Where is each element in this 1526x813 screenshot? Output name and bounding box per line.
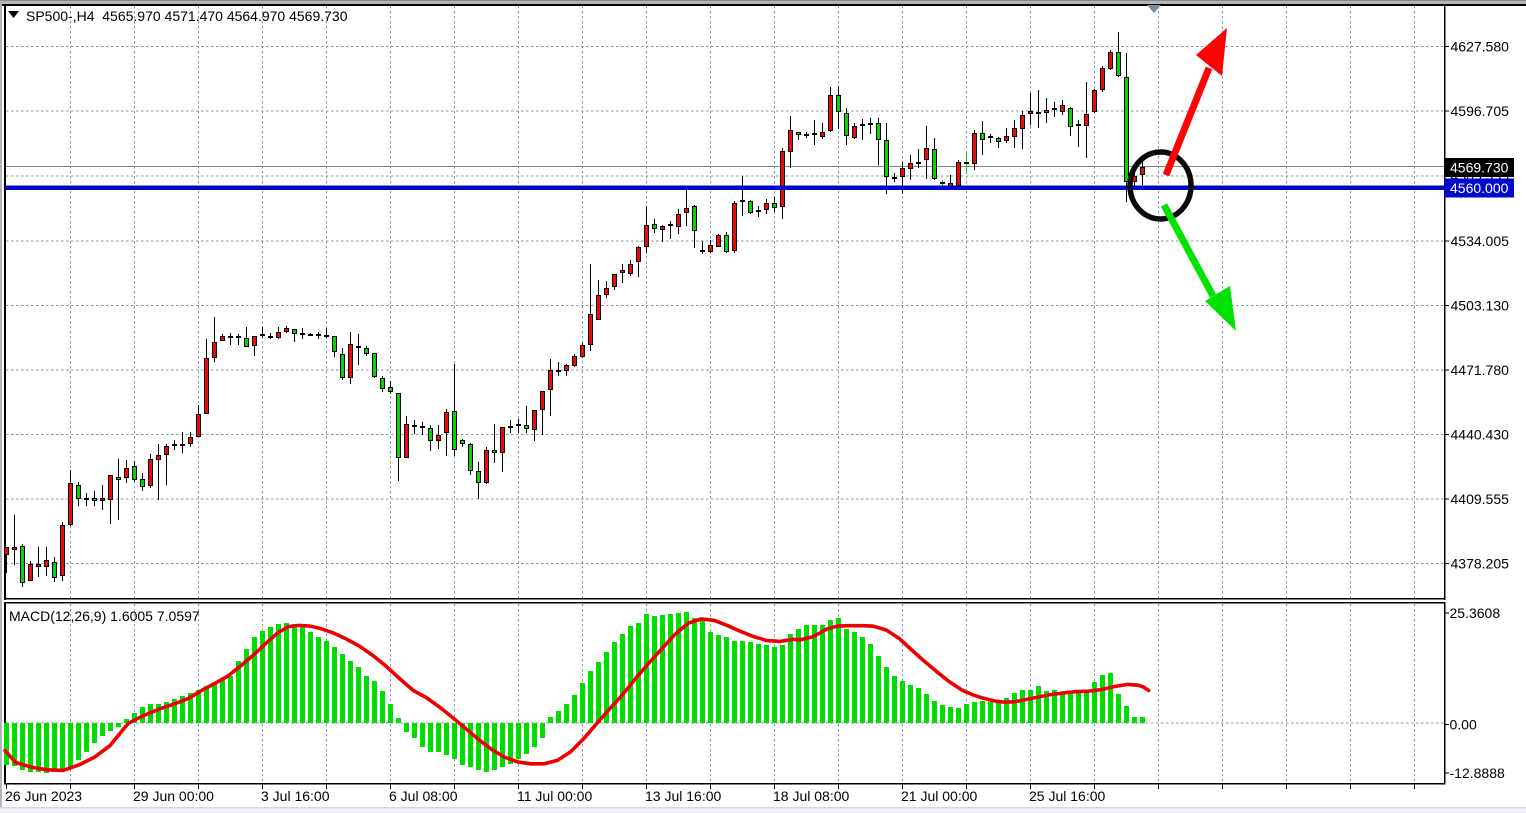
svg-text:4409.555: 4409.555 [1451,491,1510,507]
svg-text:29 Jun 00:00: 29 Jun 00:00 [133,788,214,804]
svg-text:4471.780: 4471.780 [1451,362,1510,378]
svg-text:-12.8888: -12.8888 [1450,765,1505,781]
svg-text:MACD(12,26,9) 1.6005 7.0597: MACD(12,26,9) 1.6005 7.0597 [9,608,200,624]
svg-text:13 Jul 16:00: 13 Jul 16:00 [645,788,721,804]
svg-text:4569.730: 4569.730 [1450,159,1509,175]
svg-text:4596.705: 4596.705 [1451,103,1510,119]
svg-text:4560.000: 4560.000 [1450,180,1509,196]
svg-text:25 Jul 16:00: 25 Jul 16:00 [1029,788,1105,804]
svg-text:SP500-,H4 4565.970 4571.470 4: SP500-,H4 4565.970 4571.470 4564.970 456… [26,8,348,24]
svg-text:4534.005: 4534.005 [1451,233,1510,249]
svg-text:4378.205: 4378.205 [1451,556,1510,572]
svg-text:6 Jul 08:00: 6 Jul 08:00 [389,788,458,804]
svg-text:4503.130: 4503.130 [1451,298,1510,314]
svg-text:3 Jul 16:00: 3 Jul 16:00 [261,788,330,804]
svg-text:18 Jul 08:00: 18 Jul 08:00 [773,788,849,804]
svg-text:4627.580: 4627.580 [1451,39,1510,55]
svg-text:21 Jul 00:00: 21 Jul 00:00 [901,788,977,804]
svg-text:26 Jun 2023: 26 Jun 2023 [5,788,82,804]
svg-text:11 Jul 00:00: 11 Jul 00:00 [517,788,592,804]
svg-text:25.3608: 25.3608 [1450,605,1501,621]
svg-text:4440.430: 4440.430 [1451,427,1510,443]
svg-text:0.00: 0.00 [1450,717,1477,733]
